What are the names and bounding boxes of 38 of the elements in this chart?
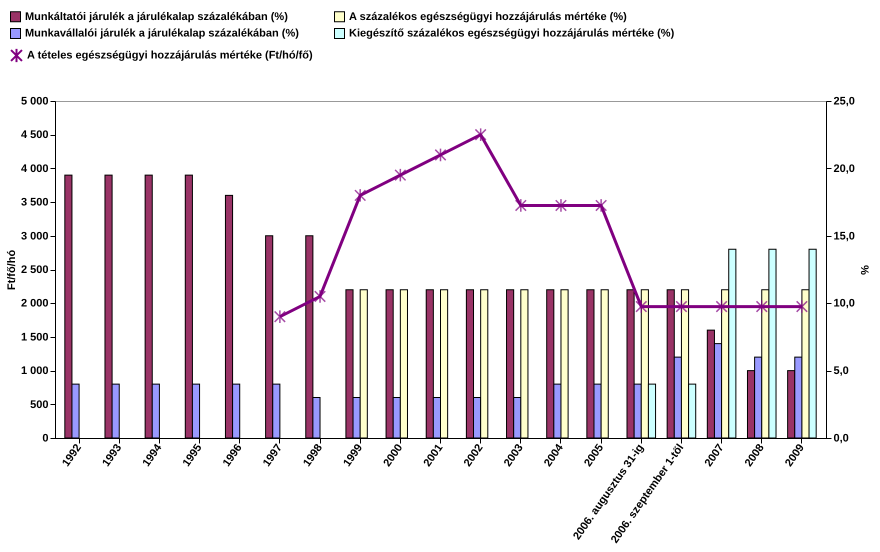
point: [595, 198, 608, 213]
y-tick-label: 1 000: [20, 365, 48, 378]
y-tick-label: 3 000: [20, 230, 48, 242]
y2-tick-label: 25,0: [834, 96, 855, 108]
y-tick-label: 2 500: [20, 264, 48, 276]
point: [514, 198, 527, 213]
point: [394, 168, 406, 182]
point: [434, 148, 446, 162]
y-tick-label: 500: [30, 398, 48, 411]
point: [354, 188, 366, 202]
legend-label: Munkavállalói járulék a járulékalap százalékában (%): [25, 28, 300, 40]
y-tick-label: 1 500: [20, 331, 48, 344]
y-tick-label: 3 500: [20, 196, 48, 209]
y2-tick-label: 10,0: [834, 298, 855, 310]
point: [635, 300, 648, 314]
point: [274, 310, 286, 324]
legend-label: Kiegészítő százalékos egészségügyi hozzájárulás mértéke (%): [349, 28, 675, 40]
point: [554, 198, 567, 213]
y-tick-label: 5 000: [20, 96, 48, 108]
point: [314, 289, 326, 304]
legend-label: A tételes egészségügyi hozzájárulás mértéke (Ft/hó/fő): [27, 50, 314, 62]
y2-tick-label: 5,0: [834, 365, 849, 378]
point: [474, 128, 487, 142]
y-axis-title: Ft/fő/hó: [6, 250, 18, 290]
point: [675, 300, 688, 314]
y-tick-label: 0: [42, 432, 48, 444]
y2-tick-label: 20,0: [834, 162, 855, 175]
y-tick-label: 4 500: [20, 129, 48, 142]
y2-tick-label: 15,0: [834, 230, 855, 242]
y-tick-label: 2 000: [20, 298, 48, 310]
point: [716, 300, 728, 314]
legend-label: A százalékos egészségügyi hozzájárulás mértéke (%): [349, 10, 628, 23]
legend-label: Munkáltatói járulék a járulékalap százalékában (%): [25, 10, 288, 23]
y-tick-label: 4 000: [20, 162, 48, 175]
point: [756, 300, 768, 314]
point: [796, 300, 808, 314]
y2-tick-label: 0,0: [834, 432, 849, 444]
y2-axis-title: %: [858, 265, 870, 276]
